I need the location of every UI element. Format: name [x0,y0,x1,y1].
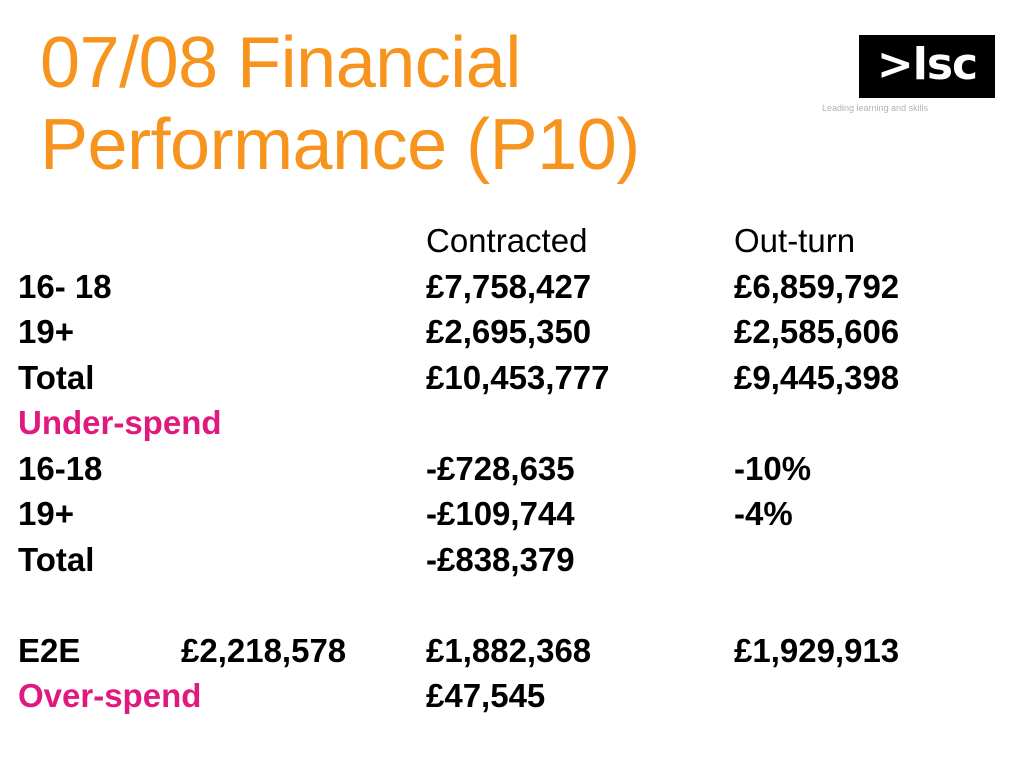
header-contracted: Contracted [426,222,588,259]
outturn-value: £9,445,398 [734,358,900,396]
overspend-amount: £47,545 [426,677,546,714]
contracted-value: £7,758,427 [426,267,592,305]
logo-tagline: Leading learning and skills [822,103,929,113]
row-label: 19+ [18,495,74,532]
underspend-amount: -£728,635 [426,449,575,487]
title-line-2: Performance (P10) [40,105,640,185]
row-label: Total [18,540,95,578]
slide-title: 07/08 Financial Performance (P10) [40,22,640,186]
outturn-value: £2,585,606 [734,313,900,350]
e2e-value-2: £1,882,368 [426,631,592,669]
underspend-percent: -4% [734,495,793,532]
underspend-amount: -£838,379 [426,540,575,578]
row-label: 16-18 [18,449,103,487]
lsc-logo: >lsc [859,35,995,98]
contracted-value: £10,453,777 [426,358,610,396]
contracted-value: £2,695,350 [426,313,592,350]
title-line-1: 07/08 Financial [40,23,521,103]
row-label: 19+ [18,313,74,350]
e2e-value-3: £1,929,913 [734,631,900,669]
underspend-amount: -£109,744 [426,495,575,532]
header-outturn: Out-turn [734,222,856,259]
overspend-label: Over-spend [18,677,202,714]
row-label: Total [18,358,95,396]
underspend-heading: Under-spend [18,404,222,441]
row-label: 16- 18 [18,267,112,305]
e2e-value-1: £2,218,578 [181,631,347,669]
outturn-value: £6,859,792 [734,267,900,305]
e2e-label: E2E [18,631,81,669]
underspend-percent: -10% [734,449,812,487]
